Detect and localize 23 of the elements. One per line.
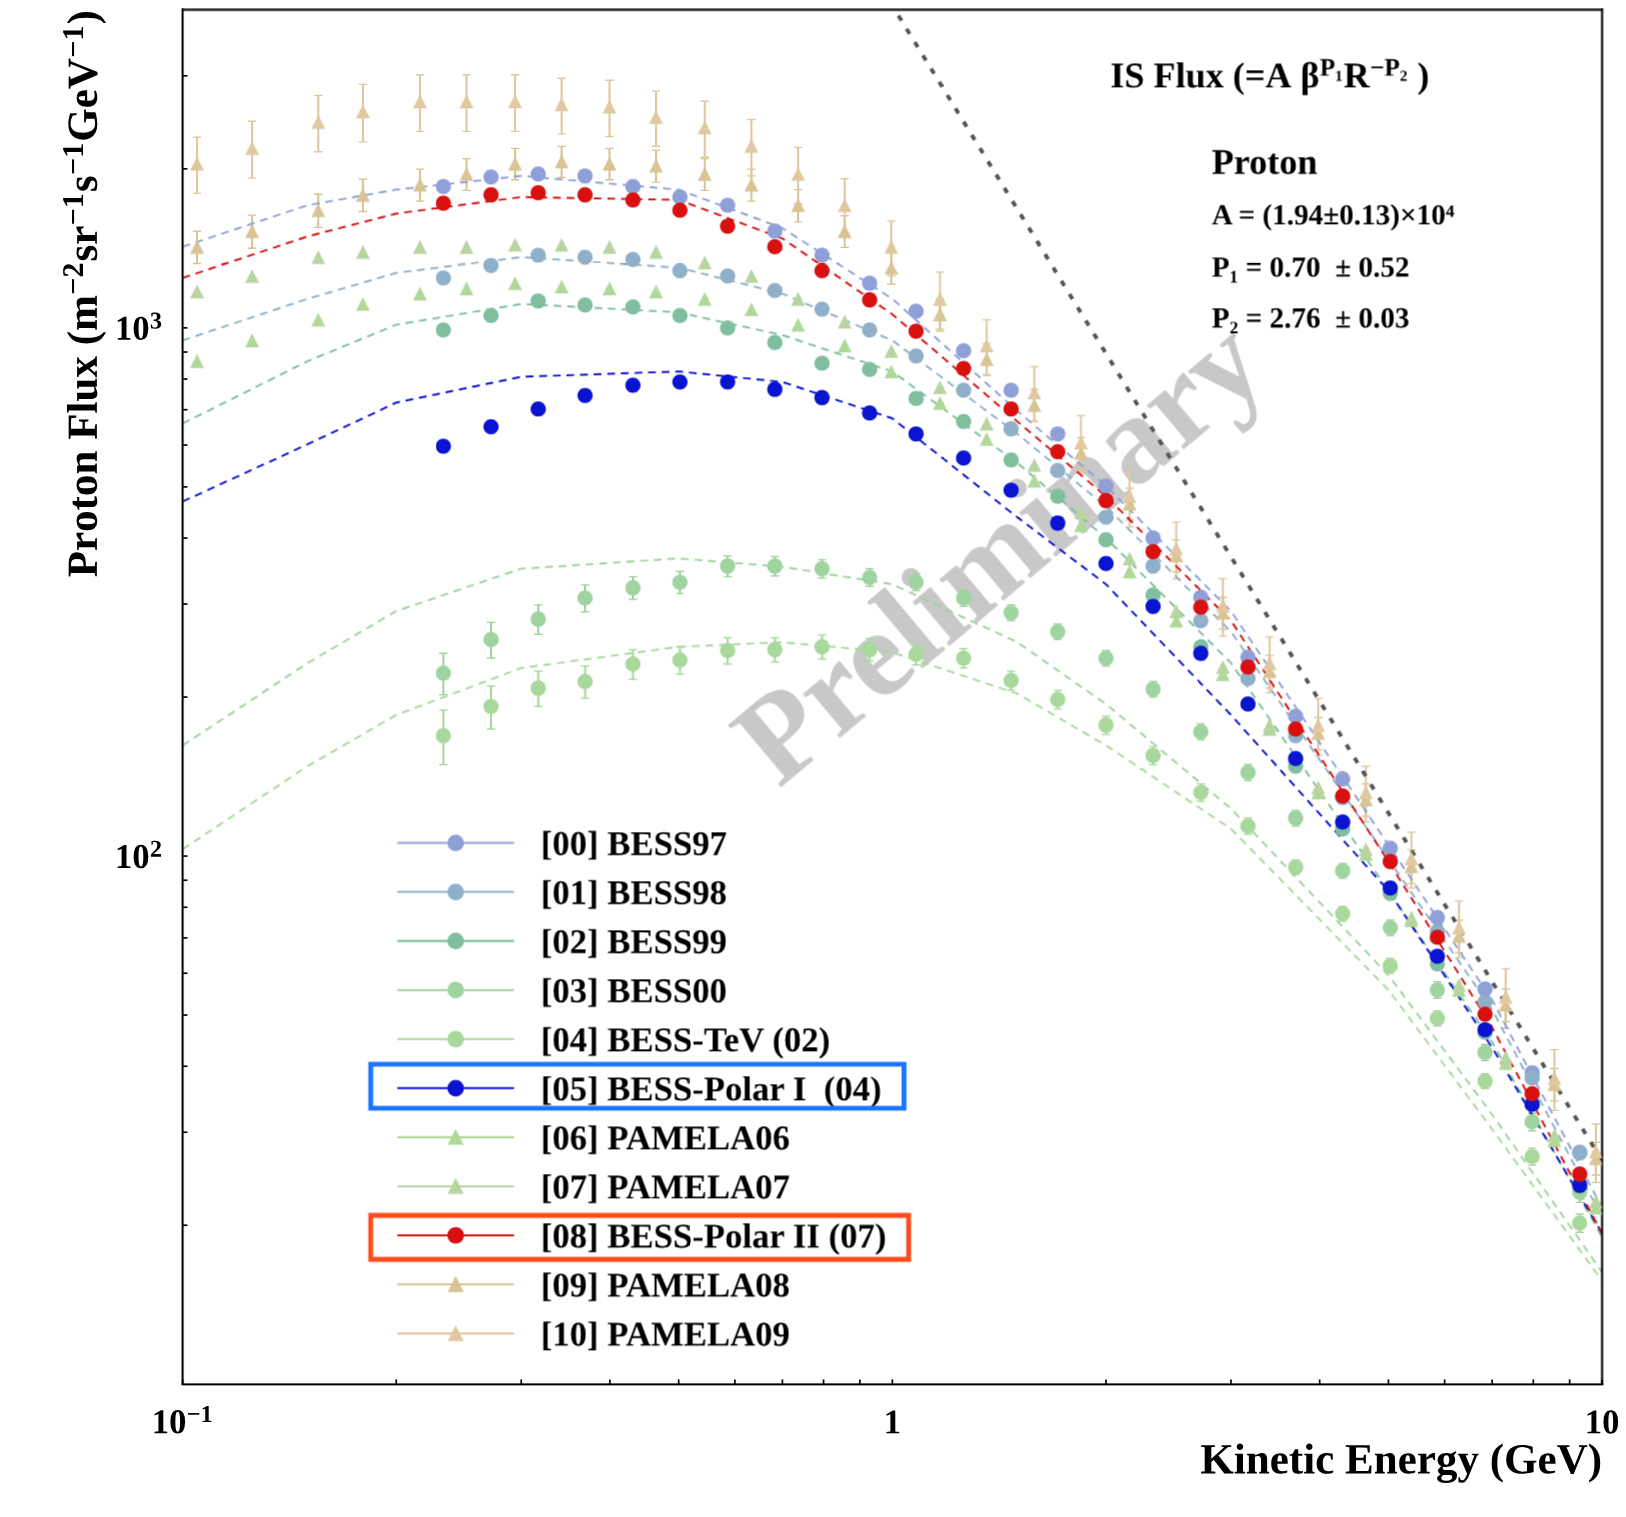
annotation: P₂ = 2.76 ± 0.03 [1212,308,1409,334]
x-tick-label: 10 [1587,1410,1619,1434]
x-tick-label: 1 [886,1410,900,1434]
legend-label: [06] PAMELA06 [543,1125,789,1155]
legend-label: [00] BESS97 [543,830,727,860]
x-tick-label: 10$^{−1}$ [154,1405,212,1434]
y-tick-label: 10$^{3}$ [117,312,162,341]
x-axis-title: Kinetic Energy (GeV) [1201,1443,1601,1483]
legend-label: [04] BESS-TeV (02) [543,1027,829,1059]
annotation: A = (1.94±0.13)×10⁴ [1212,204,1455,231]
legend-label: [01] BESS98 [543,879,726,909]
legend-label: [03] BESS00 [543,978,726,1007]
legend-label: [09] PAMELA08 [543,1272,789,1302]
legend-label: [05] BESS-Polar I (04) [543,1076,881,1108]
y-tick-label: 10$^{2}$ [117,840,161,869]
legend-label: [07] PAMELA07 [543,1174,790,1204]
legend-label: [10] PAMELA09 [543,1321,789,1351]
text: Proton Flux (m$^{−2}$sr$^{−1}$s$^{−1}$GeV$^{−1}$) [63,12,107,577]
annotation: IS Flux (=A β$^{P₁}$R$^{−P₂}$ ) [1111,59,1428,95]
annotation: Proton [1212,150,1317,175]
annotation: P₁ = 0.70 ± 0.52 [1212,257,1409,283]
legend-label: [02] BESS99 [543,929,726,958]
legend-label: [08] BESS-Polar II (07) [543,1223,885,1255]
